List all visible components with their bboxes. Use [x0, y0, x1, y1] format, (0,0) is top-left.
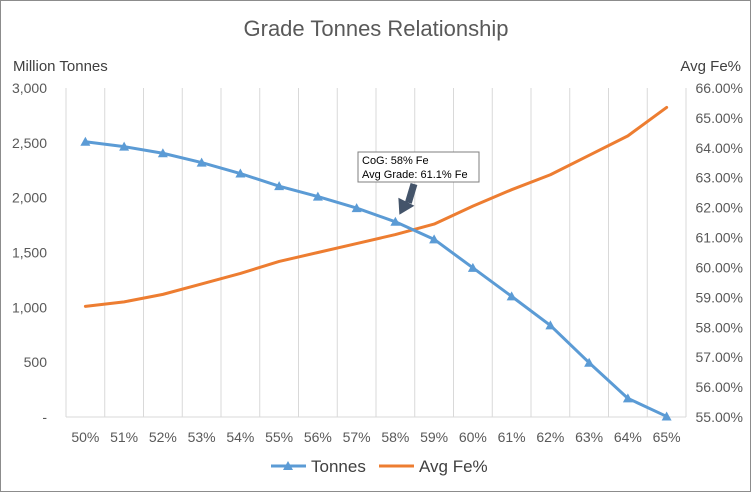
y-right-tick-label: 63.00% [696, 170, 743, 186]
tonnes-point [467, 262, 478, 272]
annotation-arrow-head [398, 197, 415, 215]
tonnes-point [584, 357, 595, 367]
tonnes-point [351, 203, 362, 213]
legend-marker-tonnes [283, 461, 293, 470]
y-left-tick-label: - [42, 409, 47, 425]
tonnes-point [196, 157, 207, 167]
annotation-line: Avg Grade: 61.1% Fe [362, 169, 468, 181]
chart-title: Grade Tonnes Relationship [244, 16, 509, 41]
legend: Tonnes Avg Fe% [271, 457, 488, 476]
x-tick-label: 52% [149, 429, 177, 445]
tonnes-point [235, 168, 246, 178]
x-tick-label: 61% [498, 429, 526, 445]
y-right-tick-label: 55.00% [696, 409, 743, 425]
x-tick-label: 57% [343, 429, 371, 445]
y-right-tick-label: 58.00% [696, 319, 743, 335]
annotation-box [357, 151, 480, 183]
x-tick-label: 51% [110, 429, 138, 445]
y-right-tick-label: 59.00% [696, 289, 743, 305]
x-tick-labels: 50% 51% 52% 53% 54% 55% 56% 57% 58% 59% 60% 61% 62% 6… [71, 429, 680, 445]
y-right-tick-label: 61.00% [696, 230, 743, 246]
tonnes-point [429, 234, 440, 244]
y-right-tick-label: 64.00% [696, 140, 743, 156]
tonnes-point [274, 181, 285, 191]
y-right-tick-label: 56.00% [696, 379, 743, 395]
y-right-tick-label: 60.00% [696, 259, 743, 275]
x-tick-label: 63% [575, 429, 603, 445]
x-tick-label: 56% [304, 429, 332, 445]
y-right-tick-label: 57.00% [696, 349, 743, 365]
tonnes-point [545, 320, 556, 330]
x-tick-label: 59% [420, 429, 448, 445]
x-tick-label: 62% [536, 429, 564, 445]
y-right-tick-label: 65.00% [696, 110, 743, 126]
y-left-axis-title: Million Tonnes [13, 58, 108, 75]
y-left-tick-labels: - 500 1,000 1,500 2,000 2,500 3,000 [12, 80, 47, 425]
gridlines [65, 88, 687, 418]
y-right-axis-title: Avg Fe% [680, 58, 741, 75]
tonnes-point [506, 291, 517, 301]
x-tick-label: 60% [459, 429, 487, 445]
annotation-arrow-shaft [405, 182, 418, 204]
tonnes-point [622, 393, 633, 403]
y-left-tick-label: 2,500 [12, 135, 47, 151]
tonnes-point [80, 136, 91, 146]
legend-label-avg-fe: Avg Fe% [419, 457, 488, 476]
x-tick-label: 65% [653, 429, 681, 445]
x-tick-label: 50% [71, 429, 99, 445]
y-right-tick-labels: 55.00% 56.00% 57.00% 58.00% 59.00% 60.00% 61.0… [696, 80, 743, 425]
tonnes-point [390, 216, 401, 226]
series-layer [80, 105, 672, 421]
y-left-tick-label: 500 [24, 354, 48, 370]
legend-label-tonnes: Tonnes [311, 457, 366, 476]
tonnes-point [157, 148, 168, 158]
series-line-avg-fe [83, 105, 669, 308]
y-left-tick-label: 2,000 [12, 190, 47, 206]
annotation-line: CoG: 58% Fe [362, 155, 429, 167]
series-line-tonnes [83, 140, 669, 418]
tonnes-point [119, 141, 130, 151]
cog-annotation: CoG: 58% Fe Avg Grade: 61.1% Fe [357, 151, 480, 215]
tonnes-point [661, 411, 672, 421]
y-right-tick-label: 66.00% [696, 80, 743, 96]
x-tick-label: 54% [226, 429, 254, 445]
tonnes-point [312, 191, 323, 201]
y-left-tick-label: 1,500 [12, 245, 47, 261]
x-tick-label: 53% [188, 429, 216, 445]
y-left-tick-label: 3,000 [12, 80, 47, 96]
x-tick-label: 58% [381, 429, 409, 445]
y-right-tick-label: 62.00% [696, 200, 743, 216]
x-tick-label: 55% [265, 429, 293, 445]
y-left-tick-label: 1,000 [12, 299, 47, 315]
x-tick-label: 64% [614, 429, 642, 445]
